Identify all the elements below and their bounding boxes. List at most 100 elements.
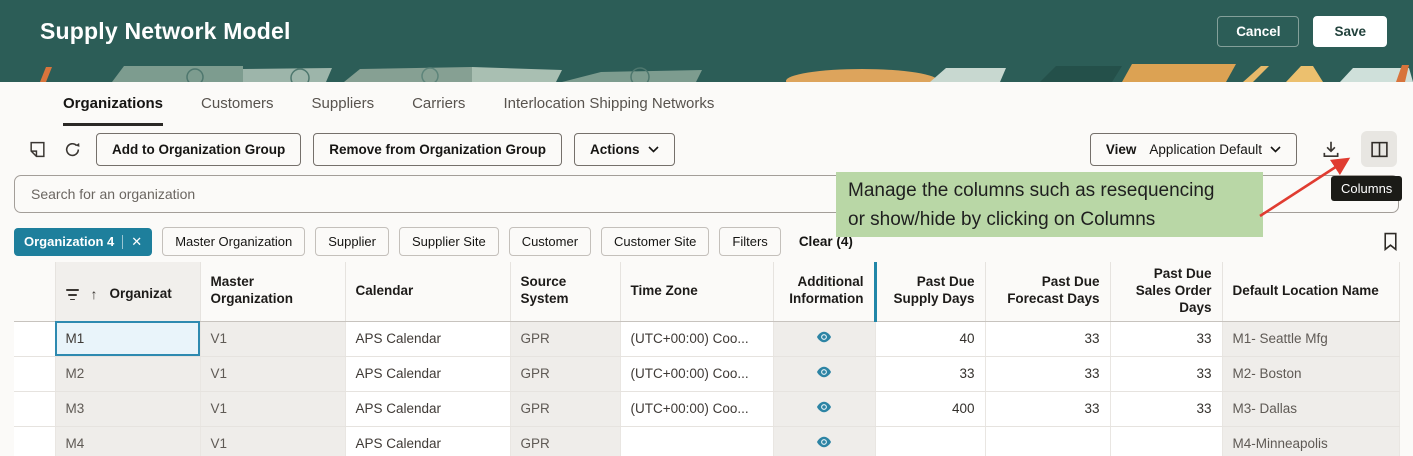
row-selector-cell[interactable]: [14, 356, 56, 392]
cell-time-zone[interactable]: (UTC+00:00) Coo...: [620, 321, 774, 357]
columns-button[interactable]: [1361, 131, 1397, 167]
tab-bar: Organizations Customers Suppliers Carrie…: [0, 82, 1413, 126]
cell-source-system[interactable]: GPR: [510, 356, 621, 392]
cell-past-due-sales-order-days[interactable]: 33: [1110, 356, 1223, 392]
chip-divider: [122, 234, 124, 249]
table-row: M4 V1 APS Calendar GPR M4-Minneapolis: [14, 426, 1400, 456]
cell-default-location-name[interactable]: M4-Minneapolis: [1222, 426, 1400, 456]
column-header-organization[interactable]: ↑ Organizat: [55, 262, 201, 322]
cell-organization[interactable]: M1: [55, 321, 201, 357]
cell-master-organization[interactable]: V1: [200, 426, 346, 456]
filter-chip-supplier-site[interactable]: Supplier Site: [398, 227, 499, 256]
save-button[interactable]: Save: [1313, 15, 1387, 47]
cell-past-due-forecast-days[interactable]: 33: [985, 391, 1111, 427]
cell-past-due-forecast-days[interactable]: [985, 426, 1111, 456]
clear-filters-link[interactable]: Clear (4): [798, 234, 853, 249]
cell-past-due-supply-days[interactable]: 40: [875, 321, 986, 357]
table-header-row: ↑ Organizat Master Organization Calendar…: [14, 262, 1400, 322]
cell-past-due-forecast-days[interactable]: 33: [985, 356, 1111, 392]
cell-past-due-supply-days[interactable]: [875, 426, 986, 456]
close-icon[interactable]: ✕: [131, 233, 143, 249]
cell-source-system[interactable]: GPR: [510, 426, 621, 456]
banner-pattern: [0, 62, 1413, 93]
cell-past-due-forecast-days[interactable]: 33: [985, 321, 1111, 357]
cell-default-location-name[interactable]: M3- Dallas: [1222, 391, 1400, 427]
cell-additional-information[interactable]: [773, 321, 876, 357]
tab-suppliers[interactable]: Suppliers: [311, 95, 375, 112]
column-header-past-due-forecast-days[interactable]: Past Due Forecast Days: [985, 262, 1111, 322]
cell-organization[interactable]: M3: [55, 391, 201, 427]
table-row: M2 V1 APS Calendar GPR (UTC+00:00) Coo..…: [14, 356, 1400, 392]
remove-from-organization-group-button[interactable]: Remove from Organization Group: [313, 132, 563, 166]
download-icon[interactable]: [1319, 137, 1343, 161]
filter-chip-customer-site[interactable]: Customer Site: [601, 227, 710, 256]
eye-icon: [817, 436, 831, 448]
filter-chip-supplier[interactable]: Supplier: [315, 227, 389, 256]
chevron-down-icon: [647, 145, 659, 153]
row-selector-cell[interactable]: [14, 321, 56, 357]
column-header-past-due-supply-days[interactable]: Past Due Supply Days: [875, 262, 986, 322]
active-chip-label: Organization 4: [24, 234, 115, 249]
cancel-button[interactable]: Cancel: [1217, 15, 1300, 47]
cell-master-organization[interactable]: V1: [200, 321, 346, 357]
cell-default-location-name[interactable]: M1- Seattle Mfg: [1222, 321, 1400, 357]
cell-past-due-sales-order-days[interactable]: 33: [1110, 321, 1223, 357]
column-header-default-location-name[interactable]: Default Location Name: [1222, 262, 1400, 322]
eye-icon: [817, 366, 831, 378]
filter-icon[interactable]: [65, 289, 79, 301]
tab-interlocation-shipping-networks[interactable]: Interlocation Shipping Networks: [503, 95, 715, 112]
cell-source-system[interactable]: GPR: [510, 391, 621, 427]
chevron-down-icon: [1270, 145, 1281, 153]
bookmark-icon[interactable]: [1382, 232, 1399, 251]
cell-additional-information[interactable]: [773, 426, 876, 456]
column-header-source-system[interactable]: Source System: [510, 262, 621, 322]
column-header-calendar[interactable]: Calendar: [345, 262, 511, 322]
cell-time-zone[interactable]: (UTC+00:00) Coo...: [620, 356, 774, 392]
organizations-table: ↑ Organizat Master Organization Calendar…: [14, 262, 1400, 456]
table-row: M3 V1 APS Calendar GPR (UTC+00:00) Coo..…: [14, 391, 1400, 427]
columns-tooltip: Columns: [1331, 176, 1403, 201]
active-filter-chip-organization-4[interactable]: Organization 4 ✕: [14, 227, 153, 256]
cell-master-organization[interactable]: V1: [200, 356, 346, 392]
cell-calendar[interactable]: APS Calendar: [345, 391, 511, 427]
tab-customers[interactable]: Customers: [201, 95, 274, 112]
cell-past-due-supply-days[interactable]: 33: [875, 356, 986, 392]
cell-calendar[interactable]: APS Calendar: [345, 426, 511, 456]
row-selector-cell[interactable]: [14, 391, 56, 427]
note-icon[interactable]: [26, 138, 49, 161]
cell-master-organization[interactable]: V1: [200, 391, 346, 427]
cell-past-due-sales-order-days[interactable]: 33: [1110, 391, 1223, 427]
cell-additional-information[interactable]: [773, 356, 876, 392]
add-to-organization-group-button[interactable]: Add to Organization Group: [96, 132, 302, 166]
cell-calendar[interactable]: APS Calendar: [345, 356, 511, 392]
cell-organization[interactable]: M2: [55, 356, 201, 392]
filter-chip-filters[interactable]: Filters: [719, 227, 781, 256]
cell-time-zone[interactable]: [620, 426, 774, 456]
cell-calendar[interactable]: APS Calendar: [345, 321, 511, 357]
column-header-additional-information[interactable]: Additional Information: [773, 262, 877, 322]
row-selector-header[interactable]: [14, 262, 56, 322]
filter-chip-master-organization[interactable]: Master Organization: [162, 227, 306, 256]
column-header-past-due-sales-order-days[interactable]: Past Due Sales Order Days: [1110, 262, 1223, 322]
cell-past-due-sales-order-days[interactable]: [1110, 426, 1223, 456]
sort-ascending-icon[interactable]: ↑: [90, 286, 98, 303]
view-label: View: [1105, 141, 1137, 157]
filter-chip-customer[interactable]: Customer: [508, 227, 592, 256]
table-row: M1 V1 APS Calendar GPR (UTC+00:00) Coo..…: [14, 321, 1400, 357]
cell-past-due-supply-days[interactable]: 400: [875, 391, 986, 427]
view-menu-button[interactable]: View Application Default: [1089, 132, 1297, 166]
tab-carriers[interactable]: Carriers: [412, 95, 466, 112]
annotation-note: Manage the columns such as resequencing …: [836, 172, 1263, 237]
cell-organization[interactable]: M4: [55, 426, 201, 456]
cell-source-system[interactable]: GPR: [510, 321, 621, 357]
tab-organizations[interactable]: Organizations: [63, 95, 164, 126]
refresh-icon[interactable]: [61, 138, 84, 161]
page-title: Supply Network Model: [40, 17, 291, 44]
cell-additional-information[interactable]: [773, 391, 876, 427]
cell-default-location-name[interactable]: M2- Boston: [1222, 356, 1400, 392]
cell-time-zone[interactable]: (UTC+00:00) Coo...: [620, 391, 774, 427]
row-selector-cell[interactable]: [14, 426, 56, 456]
column-header-time-zone[interactable]: Time Zone: [620, 262, 774, 322]
actions-menu-button[interactable]: Actions: [574, 132, 675, 166]
column-header-master-organization[interactable]: Master Organization: [200, 262, 346, 322]
